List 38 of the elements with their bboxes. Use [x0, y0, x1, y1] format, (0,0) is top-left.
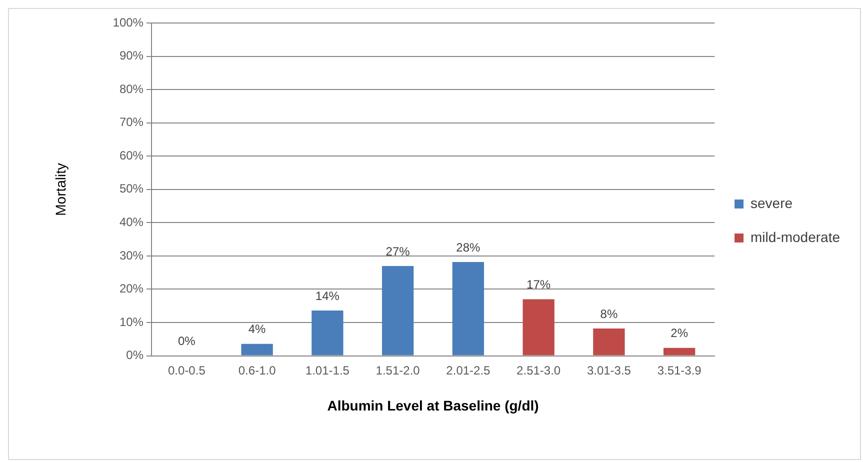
x-tick-label: 0.6-1.0	[238, 363, 276, 378]
bar	[664, 348, 696, 356]
x-tick-label: 1.01-1.5	[305, 363, 350, 378]
data-label: 28%	[456, 240, 481, 254]
x-tick-label: 2.01-2.5	[446, 363, 491, 378]
y-tick-label: 40%	[119, 214, 144, 229]
bar	[312, 310, 344, 356]
bar	[382, 266, 414, 356]
data-label: 17%	[526, 278, 551, 292]
y-tick-label: 60%	[119, 148, 144, 162]
y-tick-label: 80%	[119, 82, 144, 96]
y-axis-title: Mortality	[52, 162, 68, 216]
x-axis-title: Albumin Level at Baseline (g/dl)	[327, 397, 539, 414]
x-tick-label: 0.0-0.5	[168, 363, 206, 378]
x-tick-label: 1.51-2.0	[376, 363, 420, 378]
y-tick-label: 20%	[119, 282, 144, 296]
y-tick-label: 10%	[119, 314, 144, 329]
data-label: 27%	[386, 244, 410, 258]
y-tick-label: 70%	[119, 115, 144, 130]
data-label: 0%	[178, 334, 196, 348]
bar	[452, 262, 484, 356]
data-label: 2%	[670, 326, 688, 340]
y-tick-label: 100%	[112, 15, 144, 30]
y-tick-label: 30%	[119, 248, 144, 262]
data-label: 8%	[600, 306, 618, 321]
y-tick-label: 50%	[119, 182, 144, 196]
legend-label: severe	[750, 194, 793, 211]
y-tick-label: 0%	[126, 348, 144, 362]
bar	[241, 344, 273, 356]
bar	[522, 299, 554, 356]
y-tick-label: 90%	[119, 48, 144, 63]
x-tick-label: 3.01-3.5	[586, 363, 632, 378]
data-label: 14%	[315, 288, 340, 303]
data-label: 4%	[248, 322, 266, 336]
x-tick-label: 2.51-3.0	[516, 363, 561, 378]
legend-label: mild-moderate	[750, 228, 840, 245]
bar	[593, 328, 625, 356]
x-tick-label: 3.51-3.9	[657, 363, 702, 378]
